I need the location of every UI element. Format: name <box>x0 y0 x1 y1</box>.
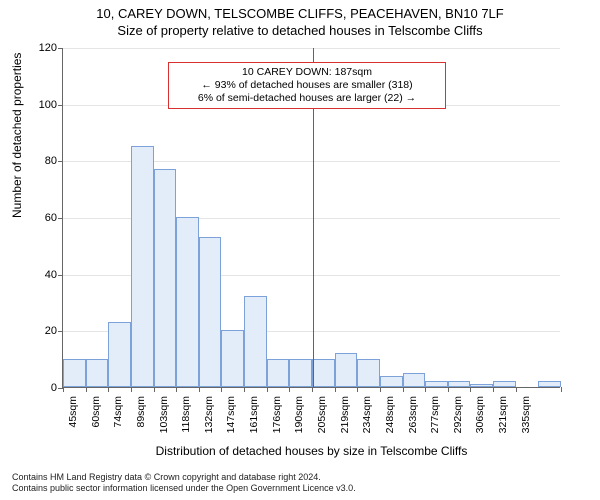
x-tick <box>267 387 268 392</box>
histogram-bar <box>538 381 561 387</box>
histogram-bar <box>267 359 290 387</box>
y-tick <box>58 161 63 162</box>
x-tick-label: 118sqm <box>180 396 192 440</box>
x-tick-label: 60sqm <box>90 396 102 440</box>
x-tick <box>425 387 426 392</box>
histogram-bar <box>176 217 199 387</box>
histogram-bar <box>470 384 493 387</box>
y-tick-label: 60 <box>29 212 57 224</box>
annotation-line1: 10 CAREY DOWN: 187sqm <box>175 66 440 79</box>
y-tick-label: 80 <box>29 155 57 167</box>
histogram-bar <box>425 381 448 387</box>
x-axis-label: Distribution of detached houses by size … <box>63 444 560 458</box>
histogram-bar <box>199 237 222 387</box>
x-tick-label: 248sqm <box>384 396 396 440</box>
y-tick-label: 40 <box>29 269 57 281</box>
histogram-bar <box>357 359 380 387</box>
y-tick <box>58 48 63 49</box>
y-tick <box>58 105 63 106</box>
x-tick-label: 335sqm <box>520 396 532 440</box>
x-tick <box>244 387 245 392</box>
x-tick-label: 190sqm <box>293 396 305 440</box>
x-tick <box>516 387 517 392</box>
x-tick-label: 161sqm <box>248 396 260 440</box>
histogram-bar <box>448 381 471 387</box>
histogram-bar <box>131 146 154 387</box>
footer-attribution: Contains HM Land Registry data © Crown c… <box>12 472 356 495</box>
y-tick-label: 100 <box>29 99 57 111</box>
histogram-bar <box>312 359 335 387</box>
histogram-bar <box>86 359 109 387</box>
grid-line <box>63 48 560 49</box>
x-tick-label: 103sqm <box>158 396 170 440</box>
x-tick-label: 234sqm <box>361 396 373 440</box>
annotation-line3: 6% of semi-detached houses are larger (2… <box>175 92 440 105</box>
x-tick <box>335 387 336 392</box>
chart-title-block: 10, CAREY DOWN, TELSCOMBE CLIFFS, PEACEH… <box>0 0 600 38</box>
y-tick-label: 120 <box>29 42 57 54</box>
histogram-bar <box>380 376 403 387</box>
x-tick <box>448 387 449 392</box>
x-tick <box>131 387 132 392</box>
title-line2: Size of property relative to detached ho… <box>0 23 600 38</box>
x-tick-label: 205sqm <box>316 396 328 440</box>
x-tick-label: 89sqm <box>135 396 147 440</box>
footer-line2: Contains public sector information licen… <box>12 483 356 494</box>
histogram-bar <box>493 381 516 387</box>
x-tick-label: 277sqm <box>429 396 441 440</box>
histogram-bar <box>221 330 244 387</box>
x-tick <box>63 387 64 392</box>
histogram-bar <box>403 373 426 387</box>
y-tick-label: 0 <box>29 382 57 394</box>
annotation-line2: ← 93% of detached houses are smaller (31… <box>175 79 440 92</box>
x-tick-label: 263sqm <box>407 396 419 440</box>
histogram-bar <box>244 296 267 387</box>
x-tick <box>357 387 358 392</box>
x-tick-label: 45sqm <box>67 396 79 440</box>
x-tick <box>312 387 313 392</box>
x-tick <box>493 387 494 392</box>
x-tick <box>176 387 177 392</box>
footer-line1: Contains HM Land Registry data © Crown c… <box>12 472 356 483</box>
x-tick-label: 219sqm <box>339 396 351 440</box>
histogram-bar <box>335 353 358 387</box>
chart-plot-area: 02040608010012045sqm60sqm74sqm89sqm103sq… <box>62 48 560 388</box>
x-tick-label: 306sqm <box>474 396 486 440</box>
title-line1: 10, CAREY DOWN, TELSCOMBE CLIFFS, PEACEH… <box>0 6 600 21</box>
x-tick <box>86 387 87 392</box>
x-tick <box>221 387 222 392</box>
histogram-bar <box>289 359 312 387</box>
x-tick <box>470 387 471 392</box>
x-tick-label: 292sqm <box>452 396 464 440</box>
y-tick <box>58 331 63 332</box>
x-tick-label: 74sqm <box>112 396 124 440</box>
histogram-bar <box>108 322 131 387</box>
y-tick <box>58 275 63 276</box>
x-tick <box>380 387 381 392</box>
y-axis-label: Number of detached properties <box>10 53 24 218</box>
histogram-bar <box>63 359 86 387</box>
x-tick <box>199 387 200 392</box>
x-tick-label: 147sqm <box>225 396 237 440</box>
x-tick <box>154 387 155 392</box>
y-tick <box>58 218 63 219</box>
histogram-bar <box>154 169 177 387</box>
x-tick <box>108 387 109 392</box>
x-tick <box>561 387 562 392</box>
x-tick-label: 321sqm <box>497 396 509 440</box>
x-tick-label: 132sqm <box>203 396 215 440</box>
x-tick <box>403 387 404 392</box>
y-tick-label: 20 <box>29 325 57 337</box>
x-tick <box>289 387 290 392</box>
annotation-box: 10 CAREY DOWN: 187sqm← 93% of detached h… <box>168 62 447 109</box>
x-tick-label: 176sqm <box>271 396 283 440</box>
